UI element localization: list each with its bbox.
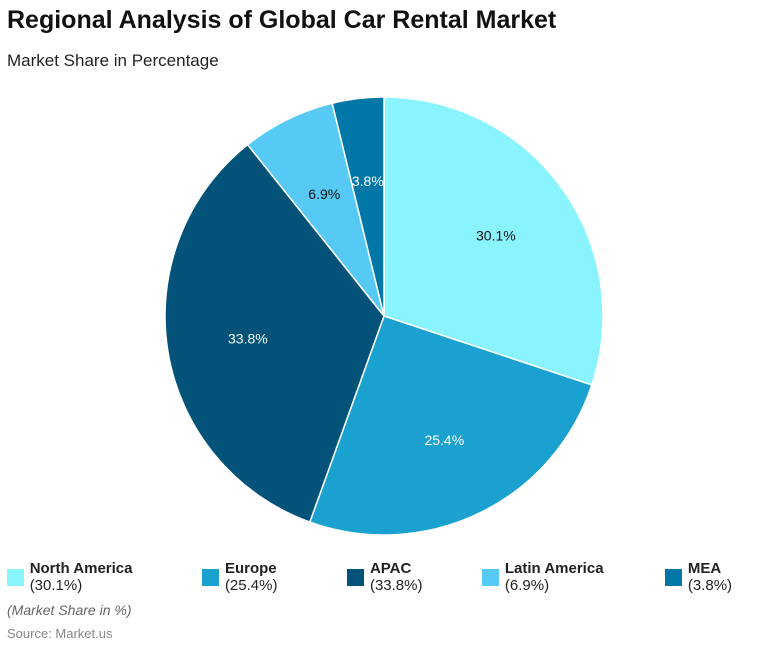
legend-swatch [665, 568, 682, 586]
legend-swatch [482, 568, 499, 586]
legend-swatch [7, 568, 24, 586]
legend-item: Latin America (6.9%) [482, 560, 649, 594]
legend-item: North America (30.1%) [7, 560, 186, 594]
legend-item: Europe (25.4%) [202, 560, 331, 594]
legend-label: Europe (25.4%) [224, 560, 278, 594]
slice-label: 30.1% [476, 227, 516, 243]
chart-title: Regional Analysis of Global Car Rental M… [7, 6, 557, 34]
pie-slice-north-america [383, 96, 604, 386]
slice-label: 25.4% [424, 432, 464, 448]
legend-label: MEA (3.8%) [687, 560, 733, 594]
slice-label: 33.8% [228, 330, 268, 346]
chart-note: (Market Share in %) [7, 602, 132, 618]
pie-slice-mea [331, 96, 385, 317]
slice-label: 6.9% [308, 186, 340, 202]
slice-label: 3.8% [352, 173, 384, 189]
legend-swatch [202, 568, 219, 586]
source-text: Source: Market.us [7, 626, 113, 641]
legend-label: APAC (33.8%) [369, 560, 423, 594]
legend-item: MEA (3.8%) [665, 560, 768, 594]
legend: North America (30.1%) Europe (25.4%) APAC … [7, 560, 768, 594]
legend-label: Latin America (6.9%) [504, 560, 604, 594]
pie-slice-apac [164, 143, 385, 524]
chart-subtitle: Market Share in Percentage [7, 51, 219, 70]
legend-swatch [347, 568, 364, 586]
legend-item: APAC (33.8%) [347, 560, 466, 594]
legend-label: North America (30.1%) [29, 560, 133, 594]
pie-slice-europe [308, 315, 593, 536]
